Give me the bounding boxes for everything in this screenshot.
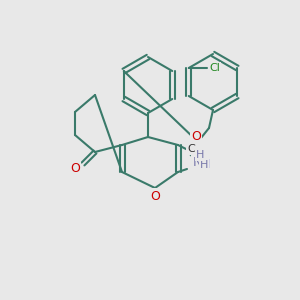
Text: O: O xyxy=(150,190,160,202)
Text: Cl: Cl xyxy=(209,63,220,73)
Text: H: H xyxy=(200,160,208,170)
Text: N: N xyxy=(200,158,210,172)
Text: O: O xyxy=(191,130,201,142)
Text: H: H xyxy=(196,150,204,160)
Text: N: N xyxy=(192,155,202,169)
Text: C: C xyxy=(187,144,195,154)
Text: O: O xyxy=(70,161,80,175)
